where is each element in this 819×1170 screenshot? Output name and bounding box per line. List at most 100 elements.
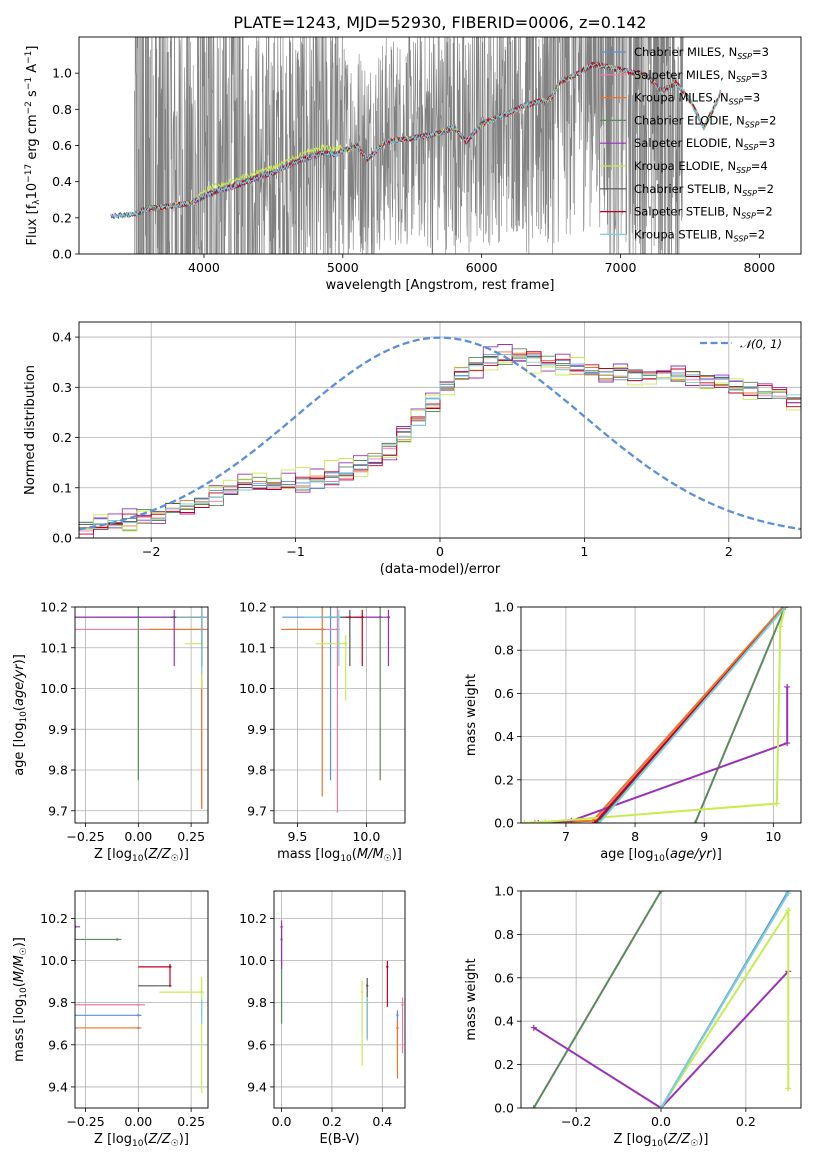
x-axis-label: wavelength [Angstrom, rest frame]: [326, 278, 555, 293]
data-point: [396, 1026, 399, 1030]
y-tick-label: 1.0: [494, 884, 514, 899]
y-tick-label: 10.2: [40, 600, 68, 615]
y-tick-label: 0.2: [494, 772, 514, 787]
weight-marker: [596, 820, 603, 823]
legend-entry: Kroupa ELODIE, NSSP=4: [634, 159, 768, 175]
data-point: [200, 1001, 203, 1004]
y-tick-label: 9.8: [247, 995, 267, 1010]
weight-marker: [658, 1105, 664, 1108]
y-tick-label: 10.1: [40, 640, 68, 655]
x-tick-label: 4000: [188, 260, 220, 275]
x-tick-label: 0.00: [124, 829, 152, 844]
cumulative-weight-line: [538, 686, 789, 823]
weight-marker: [784, 683, 791, 690]
data-point: [200, 990, 203, 994]
y-tick-label: 10.0: [239, 953, 267, 968]
x-tick-label: 7: [562, 829, 570, 844]
data-point: [137, 1014, 140, 1017]
y-tick-label: 10.0: [239, 681, 267, 696]
histogram-line: [79, 354, 801, 538]
mass-vs-EBV-series: [280, 920, 404, 1079]
figure-title: PLATE=1243, MJD=52930, FIBERID=0006, z=0…: [233, 13, 646, 32]
x-axis-label: age [log10(age/yr)]: [600, 847, 722, 864]
normal-distribution-line: [79, 336, 801, 531]
x-tick-label: −1: [286, 544, 304, 559]
cumulative-weight-line: [660, 907, 790, 1108]
histogram-line: [79, 351, 801, 538]
weight-marker: [658, 891, 664, 894]
y-tick-label: 0.8: [494, 643, 514, 658]
y-tick-label: 9.7: [247, 803, 267, 818]
data-point: [386, 965, 389, 969]
weight-vs-Z-series: [530, 891, 792, 1108]
y-tick-label: 9.6: [247, 1037, 267, 1052]
cumulative-weight-line: [533, 970, 790, 1108]
axes-frame: [273, 606, 406, 824]
weight-marker: [530, 1105, 537, 1108]
residuals-legend: 𝒩(0, 1): [700, 337, 782, 351]
legend-entry: Kroupa STELIB, NSSP=2: [634, 227, 765, 243]
legend-entry: Chabrier ELODIE, NSSP=2: [634, 113, 776, 129]
y-axis-label: mass weight: [464, 958, 479, 1040]
x-axis-label: mass [log10(M/M☉)]: [277, 847, 402, 864]
weight-marker: [784, 740, 791, 747]
x-tick-label: 7000: [605, 260, 637, 275]
y-tick-label: 0.3: [52, 380, 72, 395]
legend-entry: Salpeter MILES, NSSP=3: [634, 68, 768, 84]
x-tick-label: 0.00: [124, 1114, 152, 1129]
y-tick-label: 9.4: [48, 1079, 68, 1094]
data-point: [137, 1026, 140, 1030]
data-point: [401, 1003, 404, 1006]
x-tick-label: 0.2: [736, 1114, 756, 1129]
model-spectrum-line: [110, 62, 721, 219]
y-tick-label: 0.2: [494, 1057, 514, 1072]
y-tick-label: 0.2: [52, 210, 72, 225]
weight-marker: [591, 820, 598, 823]
axes-frame: [520, 606, 802, 824]
weight-marker: [773, 800, 780, 807]
y-tick-label: 0.6: [494, 970, 514, 985]
y-axis-label: mass [log10(M/M☉)]: [12, 937, 29, 1062]
data-point: [366, 1001, 369, 1004]
age-vs-mass-series: [280, 607, 391, 813]
x-tick-label: 0.25: [177, 1114, 205, 1129]
mass-vs-EBV-axes: 0.0 0.2 0.4 9.4 9.6 9.8 10.0 10.2: [239, 891, 405, 1129]
y-tick-label: 9.4: [247, 1079, 267, 1094]
mass-vs-Z-series: [75, 921, 204, 1094]
y-tick-label: 9.9: [247, 722, 267, 737]
x-tick-label: 8000: [743, 260, 775, 275]
y-tick-label: 9.8: [48, 995, 68, 1010]
y-axis-label: Flux [fλ10−17 erg cm−2 s−1 A−1]: [24, 46, 42, 246]
weight-vs-age-series: [521, 607, 791, 823]
weight-marker: [535, 820, 542, 823]
y-tick-label: 10.2: [40, 911, 68, 926]
weight-marker: [530, 1024, 537, 1031]
mass-vs-Z-axes: −0.25 0.00 0.25 9.4 9.6 9.8 10.0 10.2: [40, 891, 208, 1129]
axes-frame: [520, 890, 802, 1109]
age-vs-Z-series: [75, 607, 208, 809]
legend-entry: Salpeter ELODIE, NSSP=3: [634, 136, 775, 152]
x-tick-label: −0.2: [561, 1114, 591, 1129]
data-point: [344, 642, 347, 645]
y-axis-label: Normed distribution: [23, 365, 38, 495]
y-tick-label: 10.0: [40, 681, 68, 696]
data-point: [337, 615, 341, 619]
age-vs-Z-axes: −0.25 0.00 0.25 9.7 9.8 9.9 10.0 10.1 10.2: [40, 600, 208, 844]
cumulative-weight-line: [660, 892, 790, 1108]
data-point: [168, 965, 172, 969]
y-tick-label: 0.0: [52, 531, 72, 546]
y-tick-label: 9.7: [48, 803, 68, 818]
axes-frame: [74, 606, 209, 824]
x-tick-label: 5000: [327, 260, 359, 275]
x-axis-label: (data-model)/error: [380, 562, 501, 577]
x-tick-label: 0: [436, 544, 444, 559]
legend-entry: 𝒩(0, 1): [740, 337, 782, 351]
x-tick-label: 9.5: [287, 829, 307, 844]
histogram-line: [79, 351, 801, 538]
y-tick-label: 0.8: [494, 927, 514, 942]
y-tick-label: 9.9: [48, 722, 68, 737]
y-tick-label: 0.4: [494, 729, 514, 744]
y-axis-label: mass weight: [464, 674, 479, 756]
y-tick-label: 0.4: [494, 1014, 514, 1029]
weight-marker: [692, 820, 699, 823]
